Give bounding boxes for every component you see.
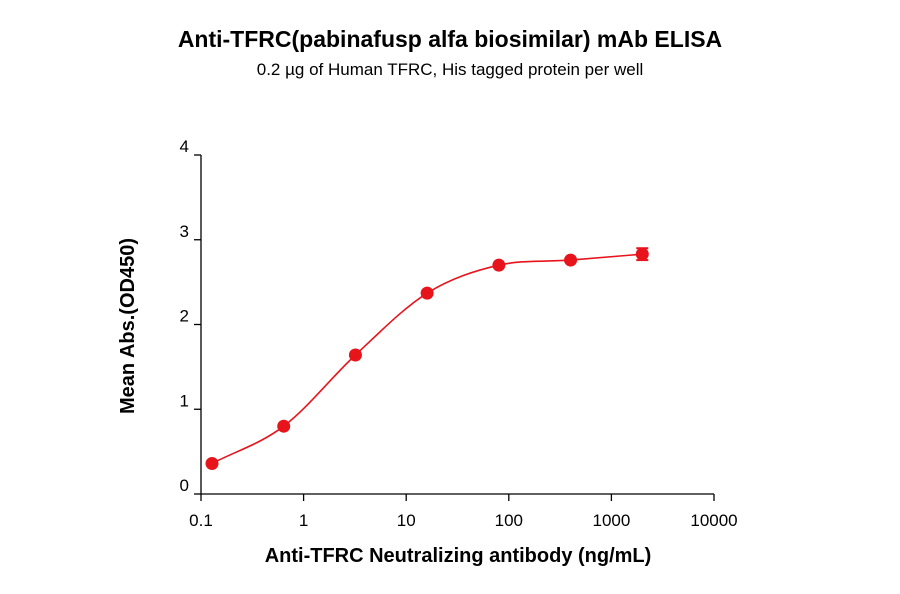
y-tick-label: 3: [180, 222, 189, 241]
chart-title: Anti-TFRC(pabinafusp alfa biosimilar) mA…: [177, 26, 723, 52]
fit-curve: [211, 253, 643, 465]
x-tick-label: 100: [495, 511, 523, 530]
data-point: [564, 253, 578, 267]
data-point: [635, 247, 649, 261]
data-point: [205, 456, 219, 470]
y-tick-label: 1: [180, 391, 189, 410]
fit-curve-layer: [211, 253, 643, 465]
y-tick-label: 4: [180, 137, 189, 156]
chart-subtitle: 0.2 µg of Human TFRC, His tagged protein…: [256, 60, 644, 79]
y-axis-title: Mean Abs.(OD450): [117, 238, 139, 414]
data-point-layer: [205, 247, 649, 470]
data-point: [348, 348, 362, 362]
data-point: [492, 258, 506, 272]
x-tick-label: 1: [299, 511, 308, 530]
x-tick-label: 0.1: [189, 511, 213, 530]
axes: 0 1 2 3 4 0.1 1 10 100 1000 10000: [180, 137, 738, 530]
data-point: [277, 419, 291, 433]
x-tick-label: 10000: [690, 511, 737, 530]
y-tick-label: 0: [180, 476, 189, 495]
x-axis-title: Anti-TFRC Neutralizing antibody (ng/mL): [265, 545, 652, 567]
data-point: [420, 286, 434, 300]
x-tick-label: 1000: [592, 511, 630, 530]
y-tick-label: 2: [180, 307, 189, 326]
x-tick-label: 10: [397, 511, 416, 530]
